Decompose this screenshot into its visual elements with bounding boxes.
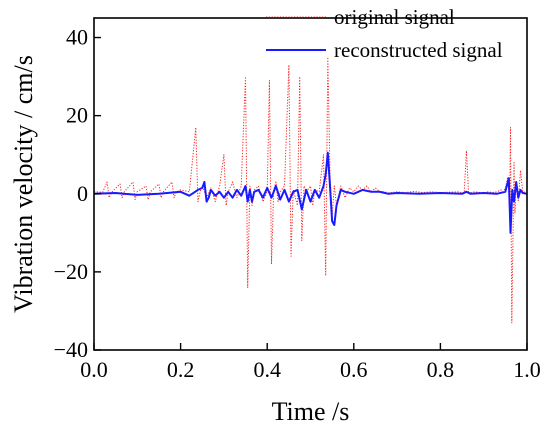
legend-label-original-signal: original signal — [334, 5, 455, 29]
x-tick-label: 0.8 — [427, 357, 455, 382]
plot-lines — [93, 56, 528, 324]
x-tick-label: 0.6 — [340, 357, 368, 382]
series-line-original-signal — [93, 56, 528, 324]
legend: original signal reconstructed signal — [266, 5, 503, 62]
y-tick-label: 20 — [66, 103, 88, 128]
y-tick-label: 40 — [66, 25, 88, 50]
legend-label-reconstructed-signal: reconstructed signal — [334, 38, 503, 62]
series-line-reconstructed-signal — [93, 151, 528, 234]
x-tick-label: 0.4 — [253, 357, 281, 382]
axes-frame — [93, 17, 528, 351]
x-axis-title: Time /s — [272, 397, 350, 426]
y-tick-label: 0 — [77, 181, 88, 206]
x-tick-label: 0.0 — [80, 357, 108, 382]
y-axis-title: Vibration velocity / cm/s — [9, 55, 38, 313]
y-tick-label: −40 — [54, 337, 88, 362]
x-tick-label: 1.0 — [513, 357, 541, 382]
x-tick-label: 0.2 — [167, 357, 195, 382]
y-tick-label: −20 — [54, 259, 88, 284]
ticks: 0.0 0.2 0.4 0.6 0.8 1.0 −40 −20 0 20 40 — [54, 25, 541, 382]
